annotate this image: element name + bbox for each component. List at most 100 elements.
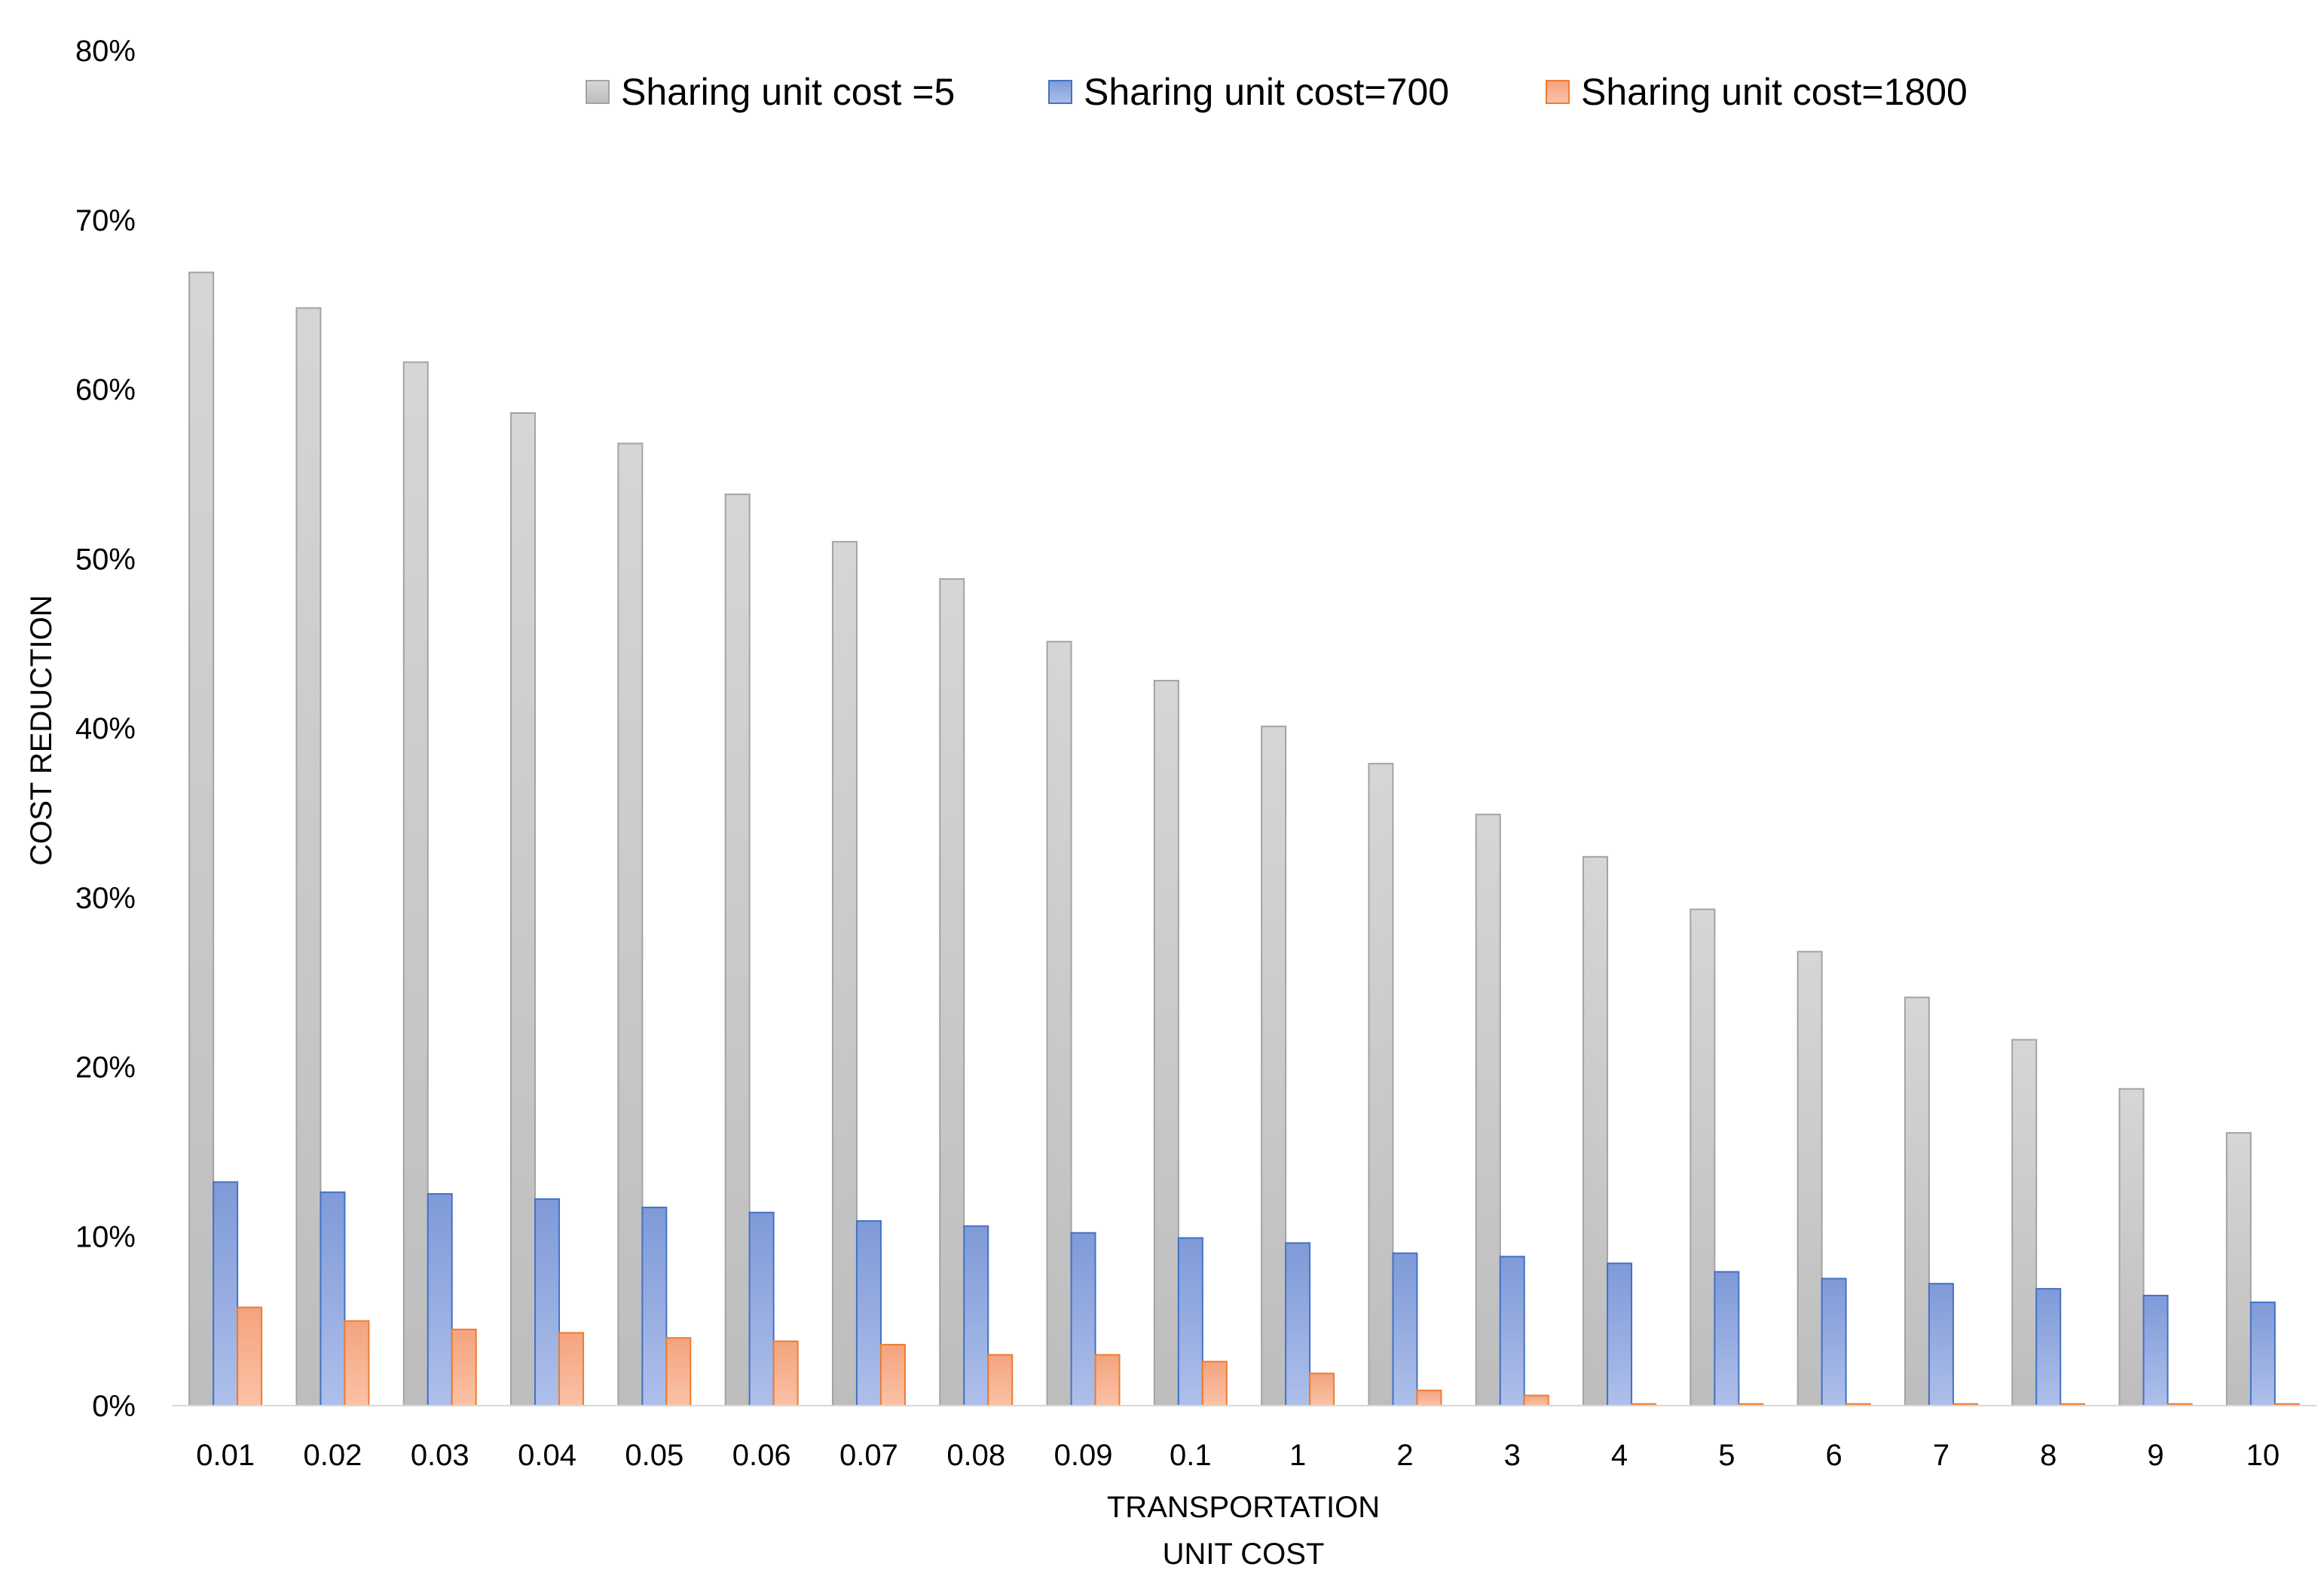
x-tick-label: 0.03	[411, 1439, 469, 1472]
y-tick-label: 10%	[75, 1220, 136, 1253]
x-tick-label: 0.05	[625, 1439, 683, 1472]
bar-series-2-0.04	[558, 1332, 585, 1407]
legend-label-series-2: Sharing unit cost=1800	[1581, 71, 1968, 113]
x-tick-label: 0.06	[732, 1439, 791, 1472]
y-axis-title: COST REDUCTION	[25, 595, 58, 865]
x-tick-label: 2	[1396, 1439, 1413, 1472]
bar-series-0-0.03	[402, 361, 429, 1406]
bar-series-1-0.03	[427, 1193, 453, 1406]
legend-swatch-series-2	[1546, 80, 1570, 104]
y-tick-label: 30%	[75, 882, 136, 915]
y-tick-label: 70%	[75, 204, 136, 237]
legend-item-series-2: Sharing unit cost=1800	[1546, 71, 1968, 113]
bar-series-0-0.05	[617, 442, 644, 1406]
bar-series-0-0.02	[295, 307, 322, 1406]
bar-series-2-0.07	[879, 1344, 906, 1406]
legend-swatch-series-0	[586, 80, 610, 104]
bar-series-0-0.08	[939, 578, 965, 1406]
bar-series-0-2	[1368, 763, 1394, 1406]
bar-series-0-0.06	[724, 493, 751, 1406]
legend-label-series-1: Sharing unit cost=700	[1084, 71, 1449, 113]
bar-series-1-0.06	[748, 1211, 775, 1407]
bar-series-0-3	[1475, 813, 1501, 1407]
bar-series-2-1	[1309, 1372, 1335, 1406]
bar-series-0-10	[2225, 1132, 2252, 1406]
bar-series-2-0.08	[987, 1354, 1014, 1406]
bar-series-0-5	[1689, 908, 1716, 1407]
bar-series-1-3	[1499, 1256, 1525, 1406]
x-tick-label: 0.08	[946, 1439, 1005, 1472]
x-tick-label: 0.01	[196, 1439, 255, 1472]
bar-series-1-0.01	[213, 1181, 239, 1406]
bar-series-0-9	[2118, 1088, 2145, 1407]
bar-series-2-0.03	[451, 1328, 477, 1407]
bar-series-0-0.07	[831, 540, 858, 1406]
x-tick-label: 9	[2147, 1439, 2163, 1472]
x-tick-label: 1	[1289, 1439, 1306, 1472]
bar-series-1-7	[1928, 1283, 1954, 1407]
x-tick-label: 0.1	[1170, 1439, 1212, 1472]
bar-series-1-0.02	[320, 1191, 346, 1406]
bar-series-1-0.1	[1177, 1237, 1203, 1407]
bar-series-2-0.01	[237, 1306, 263, 1407]
x-axis-title-line-1: TRANSPORTATION	[1107, 1491, 1380, 1524]
bars-group	[188, 271, 2300, 1407]
bar-series-0-0.1	[1153, 680, 1179, 1406]
x-tick-label: 0.09	[1054, 1439, 1113, 1472]
legend: Sharing unit cost =5 Sharing unit cost=7…	[586, 71, 1968, 113]
bar-series-1-4	[1607, 1262, 1633, 1406]
y-tick-label: 20%	[75, 1051, 136, 1085]
bar-series-2-0.1	[1201, 1360, 1228, 1406]
legend-swatch-series-1	[1048, 80, 1072, 104]
bar-series-2-0.02	[344, 1320, 370, 1406]
legend-item-series-1: Sharing unit cost=700	[1048, 71, 1449, 113]
y-tick-label: 0%	[92, 1390, 136, 1423]
bar-series-2-0.09	[1094, 1354, 1121, 1406]
x-tick-label: 3	[1504, 1439, 1521, 1472]
x-tick-label: 0.07	[839, 1439, 898, 1472]
x-tick-label: 10	[2246, 1439, 2280, 1472]
bar-series-1-0.05	[641, 1207, 668, 1406]
bar-series-2-0.05	[665, 1337, 692, 1406]
legend-label-series-0: Sharing unit cost =5	[621, 71, 955, 113]
y-tick-label: 50%	[75, 543, 136, 576]
x-tick-label: 5	[1718, 1439, 1735, 1472]
bar-series-0-0.04	[510, 412, 537, 1407]
x-tick-label: 4	[1611, 1439, 1628, 1472]
bar-series-2-2	[1416, 1389, 1442, 1406]
x-axis-ticks: 0.01 0.02 0.03 0.04 0.05 0.06 0.07 0.08 0.09 0.1 1…	[196, 1439, 2280, 1472]
bar-series-1-0.08	[963, 1225, 989, 1407]
bar-series-1-8	[2035, 1287, 2062, 1406]
bar-series-1-5	[1714, 1271, 1740, 1407]
legend-item-series-0: Sharing unit cost =5	[586, 71, 955, 113]
bar-series-0-7	[1904, 996, 1930, 1407]
bar-series-2-3	[1523, 1394, 1549, 1407]
bar-series-1-1	[1285, 1242, 1311, 1406]
bar-series-0-6	[1797, 950, 1823, 1407]
bar-series-1-0.09	[1070, 1232, 1096, 1406]
x-axis-title-line-2: UNIT COST	[1163, 1538, 1325, 1571]
x-tick-label: 6	[1826, 1439, 1842, 1472]
x-tick-label: 8	[2040, 1439, 2056, 1472]
bar-series-1-10	[2249, 1301, 2276, 1406]
bar-series-2-0.06	[772, 1340, 799, 1406]
bar-series-0-8	[2011, 1039, 2038, 1407]
bar-series-0-1	[1261, 725, 1287, 1406]
bar-series-1-0.07	[855, 1220, 882, 1406]
y-tick-label: 80%	[75, 35, 136, 68]
bar-series-0-0.09	[1046, 641, 1072, 1406]
y-tick-label: 60%	[75, 374, 136, 407]
bar-series-0-4	[1582, 855, 1609, 1407]
bar-series-1-9	[2142, 1294, 2169, 1406]
x-tick-label: 0.04	[518, 1439, 576, 1472]
y-tick-label: 40%	[75, 712, 136, 745]
bar-series-1-0.04	[534, 1198, 561, 1407]
x-tick-label: 0.02	[304, 1439, 362, 1472]
y-axis-ticks: 0% 10% 20% 30% 40% 50% 60% 70% 80%	[75, 35, 136, 1423]
bar-series-1-6	[1821, 1278, 1847, 1406]
bar-series-1-2	[1392, 1252, 1418, 1406]
bar-series-0-0.01	[188, 271, 215, 1406]
x-tick-label: 7	[1933, 1439, 1949, 1472]
